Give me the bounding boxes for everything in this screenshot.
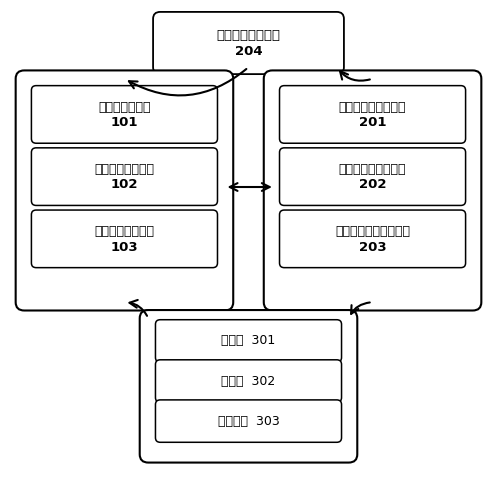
Text: 断点信息关联模块: 断点信息关联模块 (94, 225, 155, 238)
FancyBboxPatch shape (264, 71, 481, 311)
Text: 103: 103 (111, 240, 138, 253)
Text: 智能手机  303: 智能手机 303 (218, 415, 279, 428)
FancyBboxPatch shape (279, 148, 466, 205)
Text: 媒体资产管理平台: 媒体资产管理平台 (217, 29, 280, 42)
Text: 元数据关联模块: 元数据关联模块 (98, 100, 151, 114)
Text: 201: 201 (359, 116, 386, 129)
FancyBboxPatch shape (156, 400, 341, 442)
Text: 能力支撑平台  2: 能力支撑平台 2 (340, 90, 405, 103)
FancyBboxPatch shape (31, 148, 218, 205)
Text: 移动终端视频点播平台: 移动终端视频点播平台 (335, 225, 410, 238)
Text: 业务应用终端  3: 业务应用终端 3 (216, 330, 281, 343)
FancyBboxPatch shape (153, 12, 344, 74)
Text: 101: 101 (111, 116, 138, 129)
FancyBboxPatch shape (279, 210, 466, 268)
FancyBboxPatch shape (279, 85, 466, 143)
FancyBboxPatch shape (156, 360, 341, 402)
Text: 202: 202 (359, 179, 386, 192)
FancyBboxPatch shape (140, 310, 357, 463)
Text: 机顶盒  301: 机顶盒 301 (221, 335, 276, 348)
Text: 计算机视频点播平台: 计算机视频点播平台 (339, 163, 407, 176)
Text: 用户账号关联模块: 用户账号关联模块 (94, 163, 155, 176)
Text: 102: 102 (111, 179, 138, 192)
Text: 204: 204 (235, 45, 262, 58)
FancyBboxPatch shape (156, 320, 341, 362)
Text: 业务处理平台  1: 业务处理平台 1 (92, 90, 157, 103)
FancyBboxPatch shape (31, 85, 218, 143)
Text: 机顶盒视频点播平台: 机顶盒视频点播平台 (339, 100, 407, 114)
Text: 203: 203 (359, 240, 386, 253)
FancyBboxPatch shape (31, 210, 218, 268)
Text: 计算机  302: 计算机 302 (221, 374, 276, 387)
FancyBboxPatch shape (16, 71, 233, 311)
